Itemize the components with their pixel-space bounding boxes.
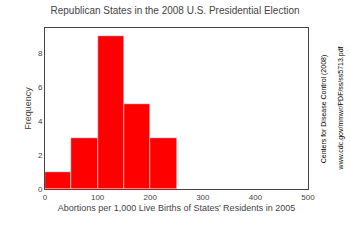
svg-text:Frequency: Frequency bbox=[23, 87, 33, 130]
svg-text:200: 200 bbox=[144, 193, 158, 202]
svg-text:Republican States in the 2008: Republican States in the 2008 U.S. Presi… bbox=[50, 5, 299, 16]
svg-text:0: 0 bbox=[38, 185, 43, 194]
svg-text:0: 0 bbox=[43, 193, 48, 202]
svg-text:500: 500 bbox=[301, 193, 315, 202]
svg-text:4: 4 bbox=[38, 117, 43, 126]
svg-text:Centers for Disease Control (2: Centers for Disease Control (2008) bbox=[320, 55, 328, 164]
svg-text:2: 2 bbox=[38, 151, 43, 160]
svg-text:Abortions per 1,000 Live Birth: Abortions per 1,000 Live Births of State… bbox=[58, 203, 295, 213]
svg-text:100: 100 bbox=[91, 193, 105, 202]
svg-text:6: 6 bbox=[38, 83, 43, 92]
svg-text:8: 8 bbox=[38, 49, 43, 58]
svg-text:300: 300 bbox=[196, 193, 210, 202]
svg-text:www.cdc.gov/mmwr/PDF/ss/ss5713: www.cdc.gov/mmwr/PDF/ss/ss5713.pdf bbox=[337, 46, 345, 170]
svg-text:400: 400 bbox=[249, 193, 263, 202]
